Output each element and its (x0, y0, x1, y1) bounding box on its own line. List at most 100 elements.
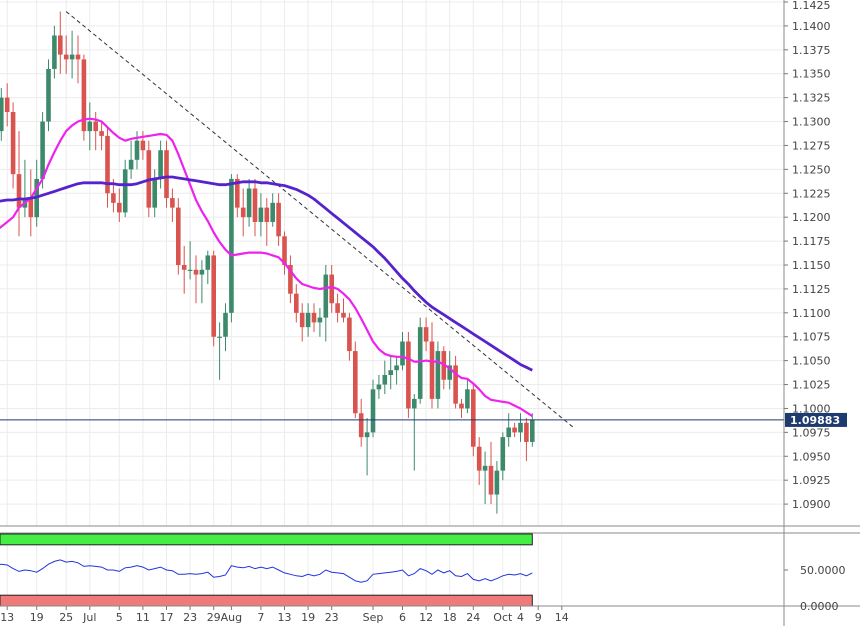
candle-body (282, 236, 287, 265)
candle-body (122, 169, 128, 213)
oscillator-line (0, 559, 533, 583)
x-tick-label: 13 (0, 611, 14, 624)
candle-body (406, 341, 411, 409)
candle-body (305, 312, 311, 328)
x-tick-label: 6 (399, 611, 406, 624)
x-tick-label: 23 (183, 611, 197, 624)
candle-body (258, 207, 264, 222)
y-tick-label: 1.1225 (792, 187, 831, 200)
candle-body (512, 427, 517, 433)
candle-body (252, 188, 258, 222)
y-tick-label: 1.1050 (792, 355, 831, 368)
candle-body (40, 121, 45, 179)
osc-y-tick-label: 50.0000 (800, 564, 846, 577)
y-tick-label: 1.1075 (792, 331, 831, 344)
candle-body (63, 54, 69, 60)
candle-body (276, 202, 281, 237)
x-tick-label: 19 (301, 611, 315, 624)
candle-body (140, 140, 146, 151)
candle-body (382, 374, 388, 385)
candle-body (335, 303, 340, 313)
candle-body (181, 265, 187, 270)
x-tick-label: 7 (257, 611, 264, 624)
candle-body (317, 317, 323, 323)
x-tick-label: 11 (136, 611, 150, 624)
y-tick-label: 1.1100 (792, 307, 831, 320)
candle-body (111, 193, 116, 203)
y-tick-label: 1.1425 (792, 0, 831, 12)
candle-body (423, 327, 429, 342)
candle-body (429, 341, 435, 399)
x-tick-label: 9 (535, 611, 542, 624)
candle-body (81, 59, 87, 132)
y-tick-label: 1.1300 (792, 116, 831, 129)
y-tick-label: 1.1150 (792, 259, 831, 272)
candle-body (46, 68, 51, 122)
candle-body (476, 446, 482, 471)
candle-body (347, 317, 352, 352)
last-price-tag: 1.09883 (785, 412, 847, 427)
candle-body (388, 370, 393, 375)
candle-body (459, 403, 464, 409)
candle-body (52, 35, 57, 69)
trendline (65, 11, 574, 428)
candle-body (223, 312, 228, 337)
candle-body (518, 422, 523, 433)
candle-body (152, 178, 157, 208)
candle-body (370, 389, 376, 433)
candle-body (105, 135, 110, 194)
candle-body (412, 398, 417, 409)
x-tick-label: 12 (419, 611, 433, 624)
x-tick-label: 14 (555, 611, 569, 624)
x-tick-label: 19 (30, 611, 44, 624)
candle-body (211, 255, 216, 337)
candle-body (246, 188, 252, 218)
candle-body (16, 174, 22, 208)
candle-body (205, 255, 211, 270)
candle-body (240, 207, 246, 218)
candle-body (75, 54, 81, 60)
candle-body (187, 269, 193, 271)
candle-body (488, 465, 494, 495)
candle-body (134, 140, 140, 160)
x-tick-label: Oct (493, 611, 513, 624)
candle-body (376, 384, 382, 390)
osc-y-tick-label: 0.0000 (800, 600, 839, 613)
candle-body (417, 327, 423, 399)
candle-body (193, 269, 199, 275)
x-tick-label: 29 (207, 611, 221, 624)
candle-body (506, 427, 511, 438)
candle-body (69, 54, 75, 60)
y-tick-label: 1.1250 (792, 163, 831, 176)
candle-body (235, 178, 240, 208)
x-tick-label: 24 (466, 611, 480, 624)
candle-body (358, 413, 364, 438)
y-tick-label: 1.1125 (792, 283, 831, 296)
y-tick-label: 1.1200 (792, 211, 831, 224)
y-tick-label: 1.1175 (792, 235, 831, 248)
candle-body (482, 465, 488, 471)
candle-body (170, 198, 175, 208)
candle-body (394, 365, 399, 371)
long-ma-line (0, 175, 533, 372)
candles (0, 11, 535, 514)
candle-body (299, 312, 305, 328)
candle-body (270, 202, 275, 222)
candle-body (229, 178, 234, 313)
x-tick-label: 17 (160, 611, 174, 624)
candle-body (176, 207, 181, 265)
candle-body (164, 150, 169, 199)
grid (0, 0, 784, 606)
candle-body (58, 35, 63, 55)
candle-body (400, 341, 405, 366)
x-tick-label: Jul (82, 611, 96, 624)
candle-body (500, 437, 506, 471)
candle-body (28, 198, 34, 218)
moving-averages (0, 117, 784, 421)
short-ma-line (0, 117, 533, 418)
candle-body (87, 121, 93, 132)
x-tick-label: Aug (221, 611, 242, 624)
candle-body (323, 274, 329, 318)
